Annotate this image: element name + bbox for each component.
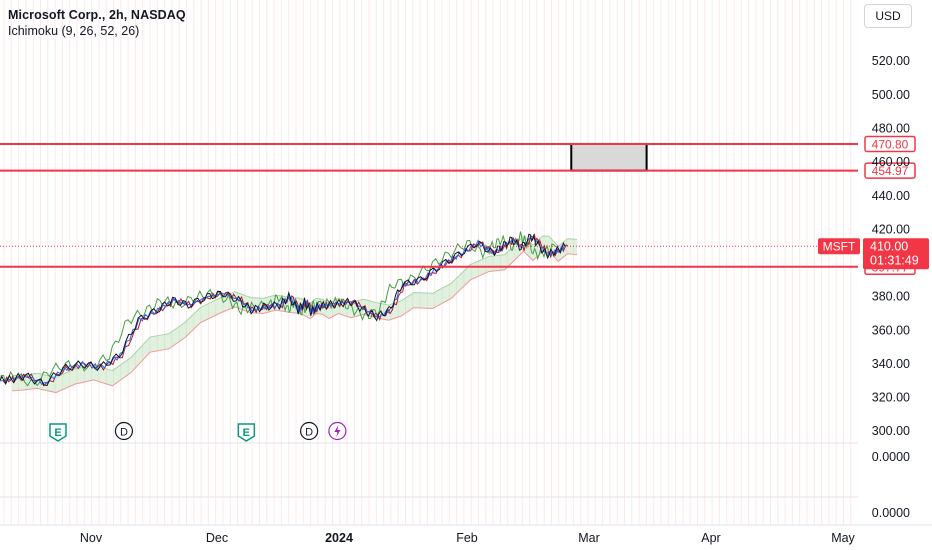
- earnings-icon: [49, 423, 67, 442]
- chart-legend: Microsoft Corp., 2h, NASDAQ Ichimoku (9,…: [8, 7, 186, 39]
- last-price-value: 410.00: [870, 240, 908, 254]
- price-label-text: 470.80: [872, 137, 909, 151]
- x-tick-label: Apr: [701, 531, 720, 545]
- x-tick-label: Mar: [578, 531, 600, 545]
- event-marker-e: E: [49, 423, 67, 442]
- price-label-text: 454.97: [872, 164, 909, 178]
- y-tick-label: 440.00: [872, 189, 910, 203]
- event-marker-lightning: [328, 421, 347, 441]
- earnings-icon: [237, 423, 256, 442]
- currency-button[interactable]: USD: [864, 4, 912, 28]
- vertical-grid: [3, 0, 852, 525]
- symbol-tag-box: [818, 238, 860, 255]
- y-tick-label: 520.00: [872, 54, 910, 68]
- countdown-text: 01:31:49: [870, 254, 919, 268]
- price-label-0: 470.80: [864, 135, 916, 153]
- lagging-span-line: [0, 231, 556, 387]
- price-label-1: 454.97: [864, 162, 916, 179]
- indicator-label[interactable]: Ichimoku (9, 26, 52, 26): [8, 24, 140, 38]
- pane-tick-label: 0.0000: [872, 506, 910, 520]
- event-marker-d: D: [300, 421, 319, 441]
- price-label-box: [864, 135, 916, 153]
- event-marker-d: D: [114, 421, 134, 441]
- y-tick-label: 500.00: [872, 88, 910, 102]
- last-price-box: [863, 238, 929, 270]
- x-tick-label: 2024: [325, 531, 353, 545]
- dividend-label: D: [305, 427, 313, 439]
- dividend-icon: [114, 421, 134, 441]
- x-tick-label: May: [831, 531, 855, 545]
- y-tick-label: 460.00: [872, 155, 910, 169]
- earnings-label: E: [243, 427, 250, 439]
- x-tick-label: Feb: [456, 531, 478, 545]
- symbol-tag: MSFT: [818, 238, 860, 255]
- y-tick-label: 360.00: [872, 323, 910, 337]
- event-marker-e: E: [237, 423, 256, 442]
- y-tick-label: 420.00: [872, 222, 910, 236]
- pane-tick-label: 0.0000: [872, 450, 910, 464]
- dividend-label: D: [120, 427, 128, 439]
- x-tick-label: Nov: [80, 531, 103, 545]
- dividend-icon: [300, 421, 319, 441]
- symbol-tag-text: MSFT: [823, 240, 856, 254]
- price-label-box: [864, 162, 916, 179]
- y-tick-label: 320.00: [872, 391, 910, 405]
- y-tick-label: 380.00: [872, 290, 910, 304]
- x-tick-label: Dec: [206, 531, 228, 545]
- lightning-bolt: [334, 425, 341, 437]
- price-line: [0, 233, 566, 387]
- y-tick-label: 300.00: [872, 424, 910, 438]
- target-box: [570, 142, 648, 172]
- senkou-b-line: [11, 250, 578, 394]
- cloud-area: [12, 236, 577, 393]
- y-tick-label: 340.00: [872, 357, 910, 371]
- earnings-label: E: [54, 427, 61, 439]
- y-tick-label: 480.00: [872, 122, 910, 136]
- symbol-title: Microsoft Corp., 2h, NASDAQ: [8, 8, 186, 22]
- senkou-a-line: [11, 235, 578, 378]
- ichimoku-cloud: [11, 235, 578, 394]
